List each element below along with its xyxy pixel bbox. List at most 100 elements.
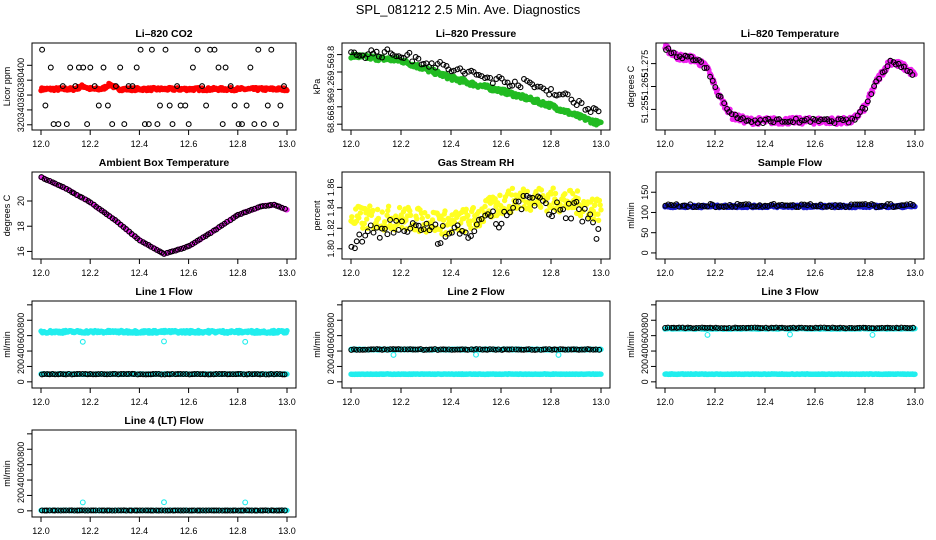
y-tick-label: 200 (326, 359, 336, 374)
data-point (385, 207, 391, 214)
series-instrument (38, 80, 290, 94)
data-point (509, 185, 516, 192)
data-point (222, 64, 229, 71)
data-point (909, 71, 916, 78)
x-tick-label: 12.8 (856, 139, 874, 149)
data-point (767, 118, 774, 125)
x-tick-label: 12.6 (180, 268, 198, 278)
data-point (251, 121, 258, 128)
data-point (782, 118, 788, 125)
data-point (39, 46, 46, 53)
data-point (690, 57, 696, 63)
data-point (142, 240, 149, 247)
data-point (762, 116, 769, 123)
data-point (573, 102, 580, 109)
data-point (826, 118, 833, 125)
data-point (356, 231, 363, 238)
data-point (63, 121, 70, 128)
data-point (182, 102, 189, 109)
data-point (574, 188, 581, 194)
data-point (564, 91, 571, 98)
data-point (284, 87, 290, 94)
panel-frame (655, 171, 925, 260)
data-point (497, 192, 503, 199)
data-point (67, 64, 74, 71)
data-point (555, 351, 562, 358)
data-point (409, 58, 416, 65)
data-point (145, 121, 152, 128)
x-axis: 12.0 12.2 12.4 12.6 12.8 13.0 (32, 130, 296, 149)
data-point (442, 208, 448, 214)
data-point (537, 204, 544, 210)
data-point (531, 84, 538, 91)
data-point (562, 215, 569, 222)
x-tick-label: 12.8 (542, 139, 560, 149)
x-tick-label: 12.6 (492, 268, 510, 278)
x-tick-label: 12.2 (392, 268, 410, 278)
data-point (426, 63, 432, 70)
panel-title: Line 3 Flow (761, 286, 819, 298)
data-point (384, 231, 391, 238)
data-point (734, 115, 741, 121)
data-point (248, 206, 255, 213)
data-point (900, 63, 907, 70)
x-tick-label: 12.2 (706, 139, 724, 149)
data-point (425, 213, 431, 220)
x-tick-label: 12.2 (81, 397, 99, 407)
data-point (357, 210, 364, 216)
data-point (178, 245, 185, 252)
series-instrument (348, 51, 604, 128)
data-point (448, 68, 455, 75)
data-point (587, 109, 594, 116)
data-point (267, 202, 274, 208)
data-point (242, 338, 249, 345)
data-point (537, 83, 544, 90)
panel-title: Li–820 Temperature (741, 28, 840, 40)
data-point (450, 67, 457, 74)
y-axis-label: ml/min (626, 331, 636, 358)
data-point (281, 83, 287, 90)
plot-area (348, 46, 604, 128)
x-tick-label: 12.2 (706, 397, 724, 407)
plot-area (662, 201, 918, 211)
data-point (773, 116, 780, 123)
data-point (95, 102, 102, 109)
data-point (787, 331, 793, 338)
y-axis-label: ml/min (2, 460, 12, 487)
data-point (595, 226, 602, 232)
x-tick-label: 12.6 (180, 139, 198, 149)
data-point (361, 220, 367, 227)
data-point (511, 78, 518, 85)
data-point (440, 217, 447, 223)
data-point (527, 207, 534, 213)
data-point (728, 111, 735, 118)
data-point (125, 83, 132, 90)
y-tick-label: 400 (640, 344, 650, 359)
y-tick-label: 200 (16, 359, 26, 374)
y-tick-label: 100 (640, 205, 650, 220)
data-point (798, 117, 805, 124)
x-tick-label: 12.2 (81, 139, 99, 149)
series-reference (39, 46, 287, 128)
x-tick-label: 12.4 (131, 397, 149, 407)
x-tick-label: 12.6 (806, 397, 824, 407)
data-point (871, 83, 878, 90)
data-point (721, 100, 728, 107)
x-tick-label: 12.8 (229, 397, 247, 407)
plot-area (348, 185, 604, 252)
data-point (194, 46, 201, 53)
data-point (579, 218, 586, 225)
data-point (598, 119, 604, 126)
data-point (367, 203, 373, 209)
data-point (595, 211, 601, 217)
series-reference (663, 45, 916, 127)
data-point (349, 214, 355, 220)
data-point (63, 185, 70, 192)
data-point (546, 91, 553, 98)
